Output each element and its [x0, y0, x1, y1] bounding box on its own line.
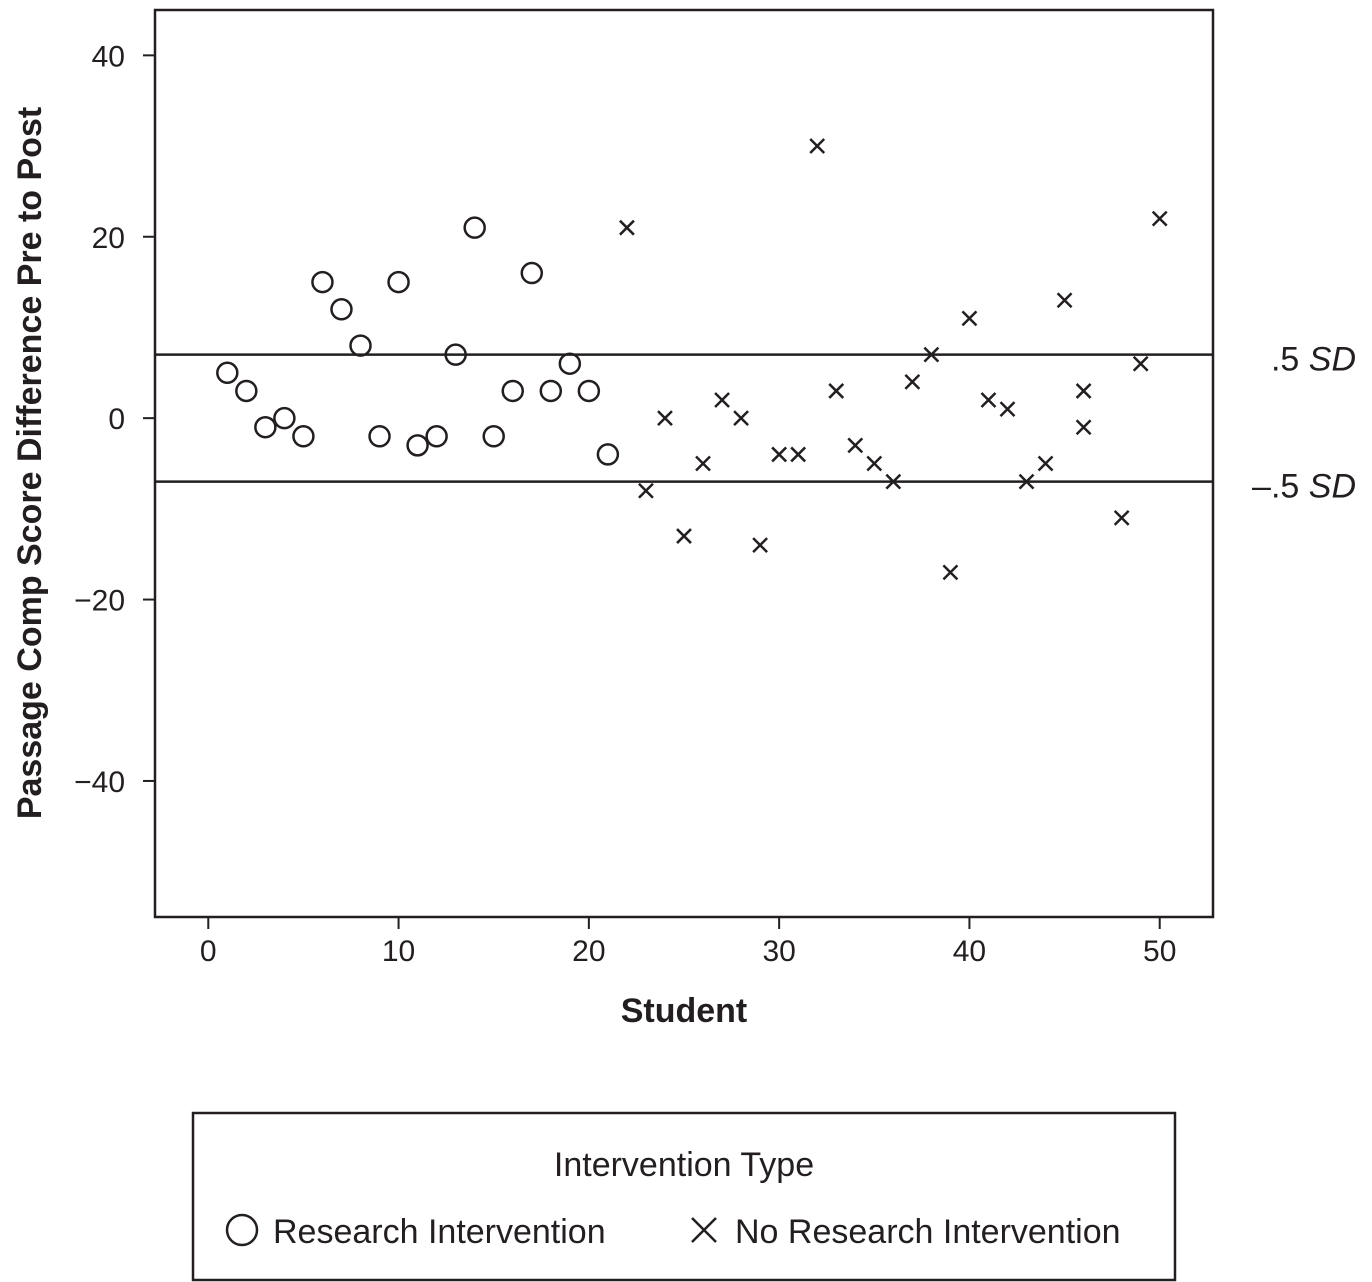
no-research-point — [1132, 355, 1149, 372]
plot-frame — [153, 8, 1215, 919]
reference-label-sd: SD — [1309, 468, 1356, 506]
x-axis-ticks: 0 10 20 30 40 50 — [200, 917, 1176, 968]
no-research-point — [619, 219, 635, 236]
legend-label-no-research: No Research Intervention — [735, 1213, 1121, 1251]
no-research-point — [980, 392, 997, 408]
no-research-point — [1075, 419, 1092, 436]
research-point — [425, 425, 448, 448]
legend-box — [191, 1111, 1177, 1282]
reference-lines: .5 SD–.5 SD — [155, 341, 1356, 506]
legend-circle-marker — [225, 1213, 259, 1247]
research-point — [368, 425, 391, 448]
legend: Intervention Type Research Intervention … — [191, 1111, 1177, 1282]
reference-label-value: .5 — [1271, 341, 1309, 379]
x-tick-label: 10 — [382, 935, 415, 968]
y-axis-title: Passage Comp Score Difference Pre to Pos… — [11, 107, 49, 819]
no-research-point — [733, 410, 749, 427]
no-research-point — [752, 537, 768, 554]
y-tick-label: 20 — [92, 222, 125, 255]
no-research-point — [866, 455, 883, 472]
no-research-point — [961, 310, 978, 327]
no-research-point — [847, 437, 864, 454]
research-point — [577, 379, 601, 403]
research-point — [254, 415, 277, 439]
x-tick-label: 40 — [953, 935, 986, 968]
research-point — [558, 352, 582, 375]
research-point — [330, 298, 353, 321]
research-point — [273, 406, 296, 430]
research-point — [482, 425, 505, 448]
legend-title: Intervention Type — [554, 1146, 814, 1184]
legend-label-research: Research Intervention — [273, 1213, 606, 1251]
no-research-point — [657, 410, 673, 427]
research-point — [292, 425, 315, 448]
no-research-point — [942, 564, 959, 581]
y-tick-label: −20 — [74, 585, 125, 618]
x-tick-label: 50 — [1143, 935, 1176, 968]
no-research-point — [885, 473, 902, 490]
x-tick-label: 30 — [762, 935, 795, 968]
data-points — [216, 138, 1168, 581]
no-research-point — [714, 392, 730, 408]
x-tick-label: 20 — [572, 935, 605, 968]
research-point — [311, 270, 334, 294]
no-research-point — [1037, 455, 1054, 472]
reference-line-label: .5 SD — [1271, 341, 1356, 379]
research-point — [501, 379, 524, 403]
research-point — [406, 434, 429, 457]
no-research-point — [1113, 510, 1130, 526]
y-axis-ticks: 40 20 0 −20 −40 — [74, 40, 155, 799]
no-research-point — [1151, 210, 1168, 227]
no-research-point — [904, 373, 921, 390]
legend-x-marker — [691, 1217, 717, 1243]
no-research-point — [1056, 292, 1073, 309]
research-point — [444, 343, 467, 366]
y-tick-label: 40 — [92, 40, 125, 73]
x-axis-title: Student — [621, 992, 748, 1030]
x-tick-label: 0 — [200, 935, 217, 968]
no-research-point — [923, 346, 940, 363]
no-research-point — [638, 482, 654, 499]
no-research-point — [771, 446, 788, 463]
no-research-point — [676, 528, 692, 544]
reference-line-label: –.5 SD — [1252, 468, 1356, 506]
y-tick-label: 0 — [108, 403, 125, 436]
research-point — [216, 361, 239, 385]
research-point — [235, 379, 258, 403]
research-point — [539, 379, 563, 403]
no-research-point — [828, 383, 845, 399]
no-research-point — [695, 455, 711, 472]
no-research-point — [1075, 383, 1092, 399]
research-point — [520, 261, 544, 285]
research-point — [387, 270, 410, 294]
no-research-point — [809, 138, 826, 154]
research-point — [596, 443, 620, 466]
no-research-point — [790, 446, 807, 463]
no-research-point — [999, 401, 1016, 417]
reference-label-value: –.5 — [1252, 468, 1309, 506]
research-point — [349, 334, 372, 357]
research-point — [463, 216, 486, 239]
reference-label-sd: SD — [1309, 341, 1356, 379]
no-research-point — [1018, 473, 1035, 490]
y-tick-label: −40 — [74, 766, 125, 799]
